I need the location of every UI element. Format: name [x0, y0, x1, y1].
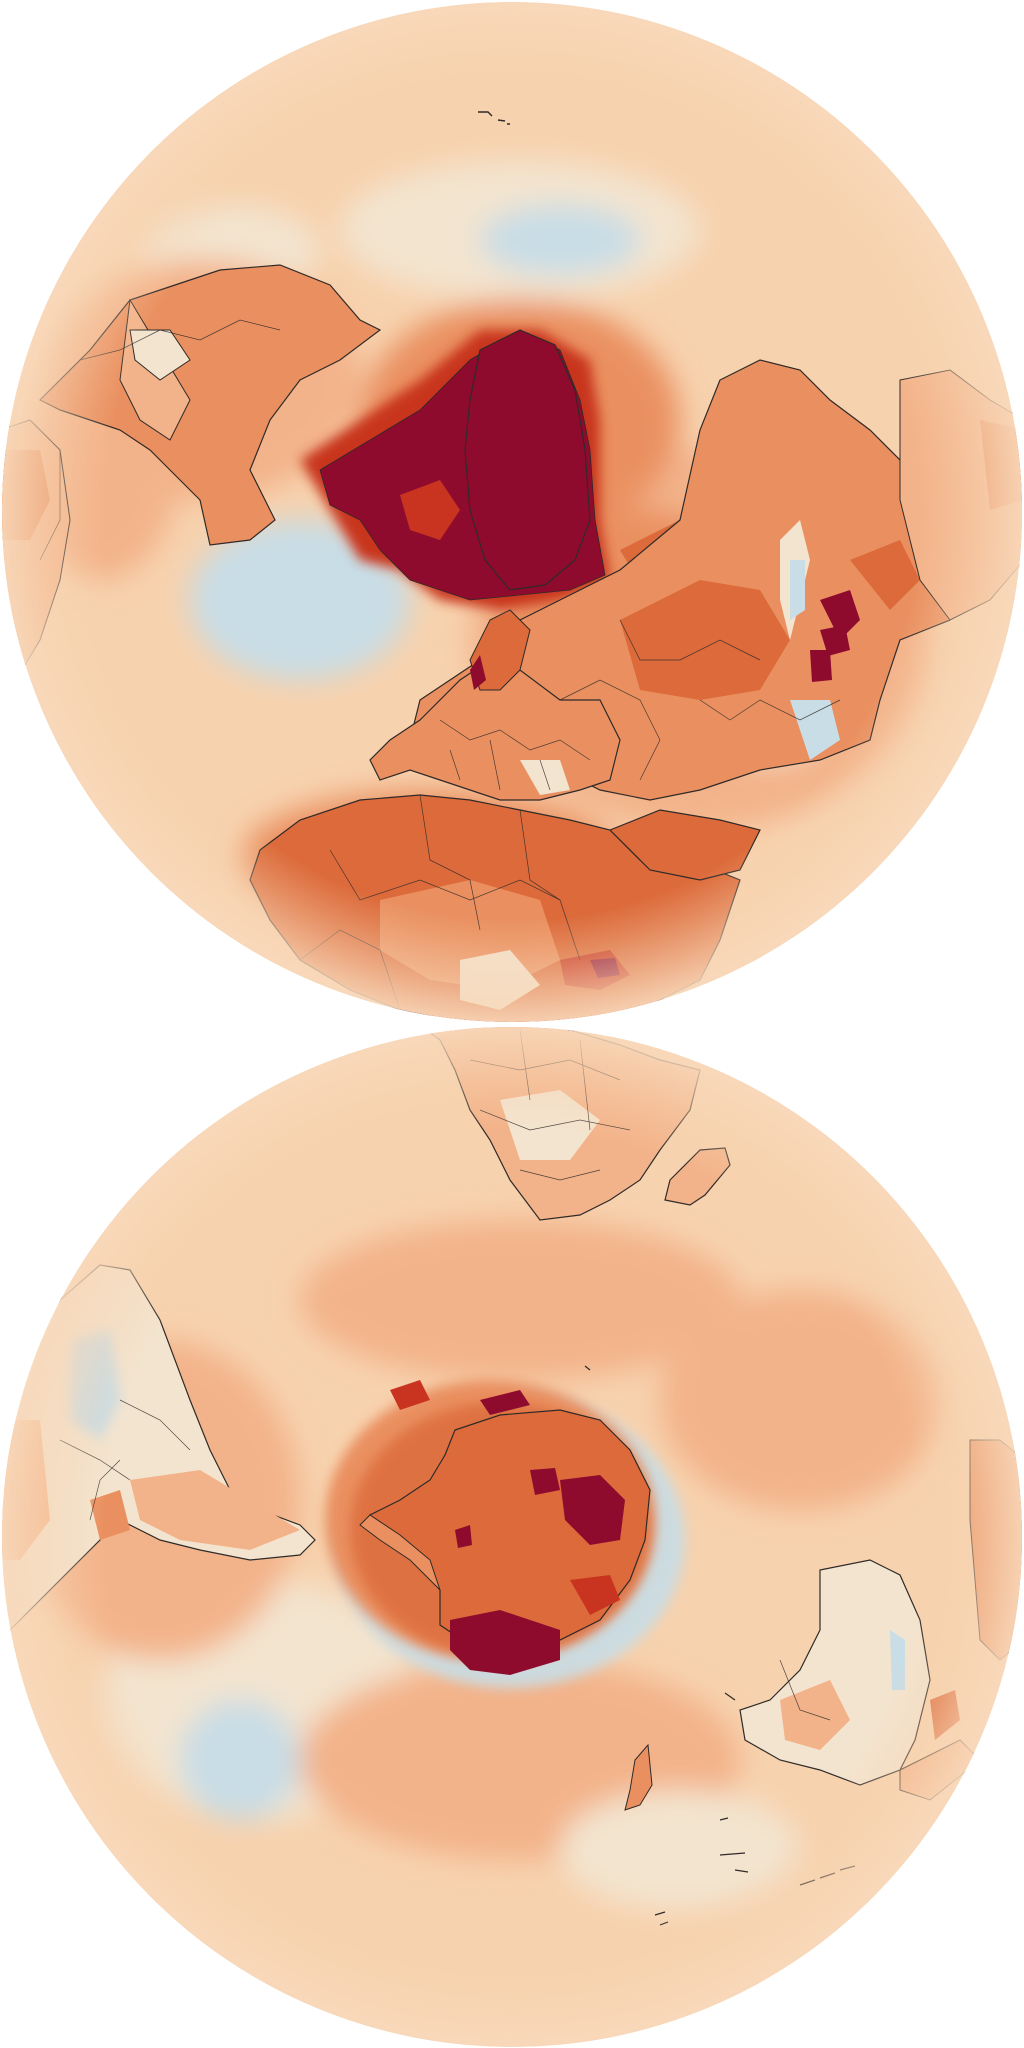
- southern-hemisphere-globe: [2, 1027, 1022, 2047]
- northern-hemisphere-globe: [2, 2, 1022, 1022]
